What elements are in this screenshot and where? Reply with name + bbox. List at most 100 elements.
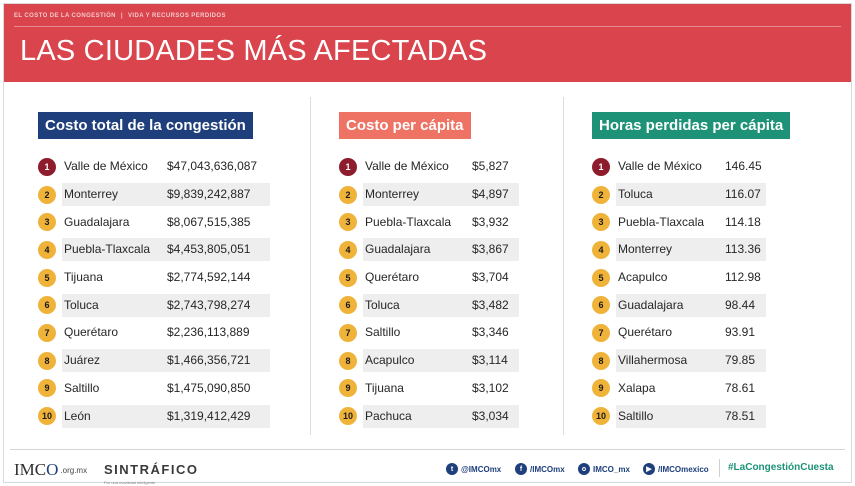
- ranking-row: 6 Toluca $3,482: [339, 291, 519, 319]
- rank-badge: 10: [339, 407, 357, 426]
- facebook-icon: f: [515, 463, 527, 475]
- city-name: Valle de México: [365, 159, 449, 174]
- column-divider: [310, 97, 311, 435]
- rank-badge: 1: [38, 157, 56, 176]
- city-value: $3,114: [467, 349, 519, 373]
- ranking-row: 1 Valle de México $5,827: [339, 153, 519, 181]
- imco-ring-icon: O: [46, 460, 59, 479]
- column-total-cost: Costo total de la congestión 1 Valle de M…: [38, 112, 270, 430]
- city-name: Querétaro: [365, 270, 420, 285]
- city-name: Guadalajara: [363, 238, 467, 262]
- city-name: Puebla-Tlaxcala: [365, 214, 452, 229]
- city-value: $3,482: [467, 293, 519, 317]
- city-value: 79.85: [720, 349, 766, 373]
- city-name: Tijuana: [365, 380, 404, 395]
- page-title: LAS CIUDADES MÁS AFECTADAS: [20, 35, 488, 67]
- ranking-row: 6 Toluca $2,743,798,274: [38, 291, 270, 319]
- column-divider: [563, 97, 564, 435]
- imco-logo: IMC O .org.mx: [14, 460, 87, 480]
- ranking-row: 5 Querétaro $3,704: [339, 264, 519, 292]
- column-per-capita-cost: Costo per cápita 1 Valle de México $5,827 …: [339, 112, 519, 430]
- social-handle: /IMCOmexico: [658, 464, 709, 474]
- social-youtube[interactable]: ▶/IMCOmexico: [643, 463, 709, 475]
- campaign-hashtag: #LaCongestiónCuesta: [728, 462, 834, 473]
- column-title: Horas perdidas per cápita: [592, 112, 791, 139]
- city-value: 93.91: [725, 325, 756, 340]
- city-name: Querétaro: [64, 325, 119, 340]
- breadcrumb-section: EL COSTO DE LA CONGESTIÓN: [14, 13, 116, 19]
- rank-badge: 9: [592, 379, 610, 398]
- header-divider: [14, 26, 841, 27]
- ranking-row: 2 Monterrey $4,897: [339, 181, 519, 209]
- social-instagram[interactable]: o IMCO_mx: [578, 463, 630, 475]
- city-name: Puebla-Tlaxcala: [62, 238, 162, 262]
- ranking-list: 1 Valle de México $5,827 2 Monterrey $4,897 …: [339, 153, 519, 430]
- city-value: $9,839,242,887: [162, 183, 270, 207]
- ranking-row: 4 Guadalajara $3,867: [339, 236, 519, 264]
- ranking-row: 9 Xalapa 78.61: [592, 375, 790, 403]
- city-value: $3,034: [467, 404, 519, 428]
- ranking-row: 8 Acapulco $3,114: [339, 347, 519, 375]
- column-title: Costo total de la congestión: [38, 112, 253, 139]
- ranking-row: 4 Monterrey 113.36: [592, 236, 790, 264]
- city-value: $2,743,798,274: [162, 293, 270, 317]
- sintrafico-name: SINTRÁFICO: [104, 462, 199, 477]
- city-name: Saltillo: [64, 380, 100, 395]
- rank-badge: 9: [38, 379, 56, 398]
- rank-badge: 7: [339, 323, 357, 342]
- social-twitter[interactable]: t @IMCOmx: [446, 463, 501, 475]
- city-name: Toluca: [62, 293, 162, 317]
- breadcrumb: EL COSTO DE LA CONGESTIÓN | VIDA Y RECURSO…: [14, 13, 226, 19]
- city-value: 146.45: [725, 159, 762, 174]
- city-value: 116.07: [720, 183, 766, 207]
- rank-badge: 8: [592, 351, 610, 370]
- ranking-row: 3 Puebla-Tlaxcala $3,932: [339, 208, 519, 236]
- city-value: 78.61: [725, 380, 756, 395]
- rank-badge: 2: [339, 185, 357, 204]
- city-name: Monterrey: [616, 238, 720, 262]
- rank-badge: 2: [38, 185, 56, 204]
- social-facebook[interactable]: f/IMCOmx: [515, 463, 565, 475]
- rank-badge: 5: [339, 268, 357, 287]
- city-value: $3,346: [472, 325, 509, 340]
- city-value: $3,102: [472, 380, 509, 395]
- instagram-icon: o: [578, 463, 590, 475]
- infographic-frame: [3, 3, 852, 483]
- ranking-row: 2 Toluca 116.07: [592, 181, 790, 209]
- column-title: Costo per cápita: [339, 112, 471, 139]
- rank-badge: 3: [38, 213, 56, 232]
- sintrafico-logo: SINTRÁFICO Por una movilidad inteligente: [104, 461, 198, 485]
- rank-badge: 7: [38, 323, 56, 342]
- sintrafico-tagline: Por una movilidad inteligente: [104, 480, 156, 485]
- footer-separator: [719, 459, 720, 477]
- city-name: Monterrey: [363, 183, 467, 207]
- city-value: $47,043,636,087: [167, 159, 258, 174]
- ranking-list: 1 Valle de México 146.45 2 Toluca 116.07 3 Pu…: [592, 153, 790, 430]
- city-name: León: [62, 404, 162, 428]
- city-name: Toluca: [363, 293, 467, 317]
- city-name: Saltillo: [616, 404, 720, 428]
- city-value: 78.51: [720, 404, 766, 428]
- ranking-row: 10 Pachuca $3,034: [339, 402, 519, 430]
- rank-badge: 1: [339, 157, 357, 176]
- city-value: $3,704: [472, 270, 509, 285]
- city-value: $5,827: [472, 159, 509, 174]
- city-value: $4,897: [467, 183, 519, 207]
- city-name: Querétaro: [618, 325, 673, 340]
- column-hours-lost: Horas perdidas per cápita 1 Valle de Méxi…: [592, 112, 791, 430]
- rank-badge: 10: [592, 407, 610, 426]
- social-handle: @IMCOmx: [461, 464, 502, 474]
- ranking-row: 9 Tijuana $3,102: [339, 375, 519, 403]
- city-name: Valle de México: [64, 159, 148, 174]
- city-name: Puebla-Tlaxcala: [618, 214, 705, 229]
- city-name: Guadalajara: [616, 293, 720, 317]
- city-value: $4,453,805,051: [162, 238, 270, 262]
- ranking-row: 3 Puebla-Tlaxcala 114.18: [592, 208, 790, 236]
- city-value: $2,236,113,889: [167, 325, 250, 340]
- rank-badge: 8: [38, 351, 56, 370]
- city-name: Valle de México: [618, 159, 702, 174]
- breadcrumb-subsection: VIDA Y RECURSOS PERDIDOS: [128, 13, 226, 19]
- city-name: Acapulco: [363, 349, 467, 373]
- city-value: $1,475,090,850: [167, 380, 251, 395]
- ranking-row: 2 Monterrey $9,839,242,887: [38, 181, 270, 209]
